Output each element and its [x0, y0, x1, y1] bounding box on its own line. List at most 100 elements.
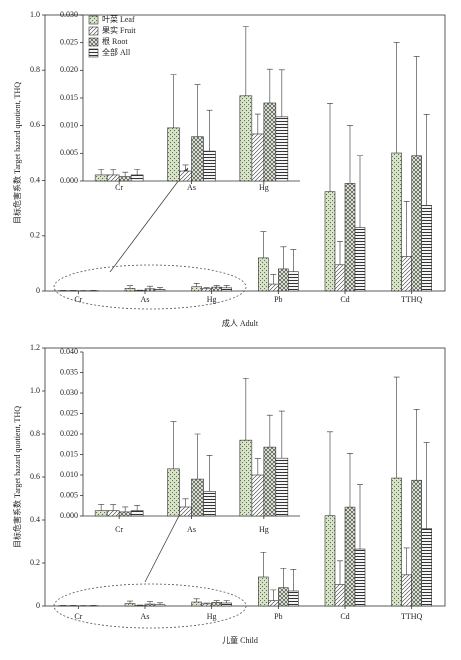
error-bar [403, 201, 410, 257]
error-bar [278, 69, 285, 117]
x-tick-label: Cr [74, 612, 82, 621]
error-bar [357, 155, 363, 228]
plot-frame [44, 14, 446, 292]
y-tick-label: 0.015 [60, 93, 78, 102]
error-bar [254, 113, 261, 134]
error-bar [213, 285, 220, 288]
x-tick-label: TTHQ [401, 612, 423, 621]
bar [334, 264, 346, 292]
bar [354, 548, 366, 607]
bar [118, 511, 132, 517]
bar [221, 602, 232, 607]
y-tick-label: 1.0 [30, 10, 40, 19]
y-tick-label: 0.6 [30, 120, 40, 129]
error-bar [157, 602, 163, 605]
error-bar [413, 408, 420, 481]
error-bar [393, 42, 400, 153]
error-bar [242, 377, 249, 441]
legend-label: 全部 All [102, 47, 131, 57]
x-tick-label: Hg [259, 183, 269, 192]
bar [334, 584, 346, 607]
bar [191, 136, 204, 182]
bar [275, 116, 289, 182]
arrow [109, 167, 189, 273]
legend-label: 果实 Fruit [102, 25, 136, 35]
x-tick-label: Cr [115, 525, 123, 534]
bar [324, 191, 336, 292]
y-tick-label: 0.020 [60, 65, 78, 74]
bar [239, 439, 253, 517]
error-bar [170, 74, 177, 128]
bar [167, 468, 180, 517]
bar [258, 576, 269, 607]
y-tick-label: 0.040 [60, 347, 78, 356]
error-bar [127, 600, 133, 604]
y-axis-label: 目标危害系数 Target hazard quotient, THQ [12, 82, 22, 224]
legend-swatch [88, 37, 99, 47]
y-tick-label: 0.4 [30, 515, 40, 524]
y-tick-label: 0 [36, 601, 40, 610]
error-bar [403, 547, 410, 575]
error-bar [206, 455, 213, 492]
error-bar [157, 287, 163, 290]
bar [191, 286, 202, 292]
bar [211, 286, 222, 292]
bar [278, 268, 289, 292]
error-bar [223, 285, 230, 288]
bar [179, 506, 192, 517]
error-bar [170, 421, 177, 469]
bar [201, 288, 212, 292]
error-bar [423, 114, 430, 206]
error-bar [182, 164, 189, 172]
bar [130, 510, 144, 517]
error-bar [337, 241, 343, 265]
y-tick-label: 0.6 [30, 472, 40, 481]
error-bar [194, 433, 201, 480]
bar [421, 528, 432, 607]
bar [258, 257, 269, 292]
bar [106, 174, 120, 182]
y-tick-label: 0.000 [60, 511, 78, 520]
y-tick-label: 0.010 [60, 120, 78, 129]
bar [144, 288, 156, 292]
y-tick-label: 0.015 [60, 449, 78, 458]
error-bar [206, 109, 213, 152]
bar [167, 127, 180, 182]
bar [191, 601, 202, 607]
bar [391, 477, 402, 607]
x-tick-label: Cd [340, 295, 349, 304]
bar [288, 590, 299, 607]
error-bar [98, 169, 105, 175]
error-bar [122, 506, 129, 512]
bar [221, 287, 232, 292]
bar [344, 506, 356, 607]
error-bar [327, 103, 333, 192]
x-tick-label: Hg [259, 525, 269, 534]
bar [263, 102, 277, 182]
y-tick-label: 0.8 [30, 65, 40, 74]
bar [154, 289, 166, 292]
y-tick-label: 0.025 [60, 408, 78, 417]
bar [401, 574, 412, 607]
x-tick-label: TTHQ [401, 295, 423, 304]
bar [201, 603, 212, 607]
x-tick-label: As [141, 612, 150, 621]
error-bar [147, 601, 153, 605]
x-axis-label: 成人 Adult [222, 318, 259, 328]
x-tick-label: Hg [207, 295, 217, 304]
y-tick-label: 0.000 [60, 176, 78, 185]
y-tick-label: 0.010 [60, 470, 78, 479]
y-tick-label: 1.0 [30, 386, 40, 395]
error-bar [182, 498, 189, 507]
error-bar [327, 431, 333, 516]
error-bar [337, 560, 343, 585]
bar [130, 174, 144, 182]
error-bar [357, 484, 363, 550]
error-bar [203, 287, 210, 289]
y-axis-label: 目标危害系数 Target hazard quotient, THQ [12, 406, 22, 548]
error-bar [270, 274, 277, 285]
legend-swatch [88, 48, 99, 58]
legend-label: 叶菜 Leaf [102, 14, 135, 24]
error-bar [278, 410, 285, 459]
